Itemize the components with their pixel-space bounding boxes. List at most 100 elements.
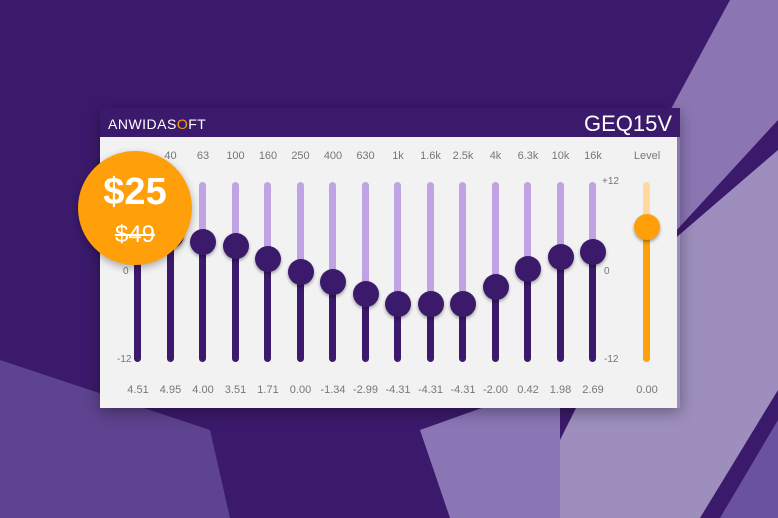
sale-price: $25 xyxy=(103,171,167,213)
band-slider-630[interactable]: 630 -2.99 xyxy=(346,137,386,408)
level-knob[interactable] xyxy=(634,214,660,240)
band-track-lower xyxy=(491,287,499,362)
band-track-lower xyxy=(329,282,336,362)
band-track-lower xyxy=(589,251,596,362)
band-slider-2.5k[interactable]: 2.5k -4.31 xyxy=(443,137,483,408)
level-slider[interactable]: Level 0.00 xyxy=(627,137,667,408)
band-slider-400[interactable]: 400 -1.34 xyxy=(313,137,353,408)
band-track-upper xyxy=(589,182,596,252)
band-knob[interactable] xyxy=(482,274,509,300)
band-gain-value: 4.95 xyxy=(159,384,182,396)
band-frequency-label: 2.5k xyxy=(452,150,474,162)
band-track-lower xyxy=(394,304,401,362)
band-knob[interactable] xyxy=(385,291,411,318)
band-frequency-label: 16k xyxy=(584,150,602,162)
band-track-lower xyxy=(134,238,141,362)
band-track-lower xyxy=(524,268,531,362)
band-track-lower xyxy=(199,242,206,362)
band-track-upper xyxy=(491,182,499,287)
header-bar: ANWIDASOFT GEQ15V xyxy=(100,108,680,137)
scale-bottom-label-left: -12 xyxy=(117,354,132,365)
level-track-lower xyxy=(643,227,650,362)
band-knob[interactable] xyxy=(547,244,574,271)
band-frequency-label: 63 xyxy=(196,150,210,162)
band-slider-63[interactable]: 63 4.00 xyxy=(183,137,223,408)
band-slider-100[interactable]: 100 3.51 xyxy=(216,137,256,408)
band-track-upper xyxy=(329,182,336,283)
band-slider-250[interactable]: 250 0.00 xyxy=(281,137,321,408)
equalizer-panel: ANWIDASOFT GEQ15V +12 0 -12 0 -12 Level … xyxy=(100,108,680,408)
band-knob[interactable] xyxy=(352,281,379,308)
scale-top-label: +12 xyxy=(602,176,619,187)
band-slider-6.3k[interactable]: 6.3k 0.42 xyxy=(508,137,548,408)
band-frequency-label: 6.3k xyxy=(517,150,539,162)
band-track-upper xyxy=(296,182,304,272)
band-gain-value: 3.51 xyxy=(224,384,247,396)
band-gain-value: 0.00 xyxy=(289,384,312,396)
band-frequency-label: 1.6k xyxy=(420,150,441,162)
band-gain-value: -2.99 xyxy=(352,384,379,396)
band-track-lower xyxy=(231,245,239,362)
band-track-upper xyxy=(231,182,239,246)
band-slider-10k[interactable]: 10k 1.98 xyxy=(541,137,581,408)
band-frequency-label: 630 xyxy=(356,150,375,162)
band-track-lower xyxy=(459,304,466,362)
band-gain-value: -4.31 xyxy=(417,384,444,396)
band-track-lower xyxy=(361,294,369,362)
band-track-upper xyxy=(426,182,434,305)
band-gain-value: 1.71 xyxy=(257,384,279,396)
scale-mid-label: 0 xyxy=(604,266,610,277)
band-track-lower xyxy=(556,257,564,362)
band-track-lower xyxy=(166,234,174,362)
original-price: $49 xyxy=(114,221,156,248)
band-frequency-label: 1k xyxy=(392,150,404,162)
band-knob[interactable] xyxy=(222,232,249,259)
band-knob[interactable] xyxy=(417,291,444,318)
price-badge: $25 $49 xyxy=(78,151,192,265)
band-slider-4k[interactable]: 4k -2.00 xyxy=(476,137,516,408)
band-track-upper xyxy=(394,182,401,305)
band-knob[interactable] xyxy=(190,229,216,255)
band-slider-160[interactable]: 160 1.71 xyxy=(248,137,288,408)
band-knob[interactable] xyxy=(287,259,314,285)
band-gain-value: 4.51 xyxy=(127,384,149,396)
band-frequency-label: 250 xyxy=(291,150,310,162)
band-track-upper xyxy=(459,182,466,305)
scale-mid-label-left: 0 xyxy=(123,266,129,277)
band-knob[interactable] xyxy=(320,269,346,296)
scale-bottom-label: -12 xyxy=(604,354,619,365)
band-knob[interactable] xyxy=(515,255,541,282)
band-track-upper xyxy=(556,182,564,258)
band-frequency-label: 160 xyxy=(258,150,278,162)
band-slider-16k[interactable]: 16k 2.69 xyxy=(573,137,613,408)
band-knob[interactable] xyxy=(450,291,476,318)
band-track-lower xyxy=(296,272,304,362)
band-track-lower xyxy=(264,259,271,362)
level-value: 0.00 xyxy=(636,384,658,396)
band-gain-value: 0.42 xyxy=(517,384,539,396)
band-frequency-label: 400 xyxy=(323,150,343,162)
band-gain-value: 4.00 xyxy=(192,384,214,396)
band-knob[interactable] xyxy=(580,238,606,265)
band-gain-value: -4.31 xyxy=(450,384,476,396)
band-frequency-label: 40 xyxy=(164,150,177,162)
level-track-upper xyxy=(643,182,650,227)
band-track-upper xyxy=(264,182,271,260)
brand-logo: ANWIDASOFT xyxy=(108,116,207,132)
band-gain-value: -4.31 xyxy=(385,384,411,396)
band-frequency-label: 4k xyxy=(489,150,502,162)
model-name: GEQ15V xyxy=(583,111,672,136)
band-frequency-label: 10k xyxy=(551,150,570,162)
band-gain-value: 2.69 xyxy=(582,384,604,396)
band-gain-value: -2.00 xyxy=(482,384,509,396)
band-knob[interactable] xyxy=(255,246,281,273)
band-slider-1k[interactable]: 1k -4.31 xyxy=(378,137,418,408)
band-track-lower xyxy=(426,304,434,362)
band-gain-value: 1.98 xyxy=(549,384,572,396)
band-track-upper xyxy=(199,182,206,242)
band-gain-value: -1.34 xyxy=(320,384,346,396)
band-track-upper xyxy=(524,182,531,269)
band-frequency-label: 100 xyxy=(226,150,245,162)
level-label: Level xyxy=(633,150,661,162)
band-slider-1.6k[interactable]: 1.6k -4.31 xyxy=(411,137,451,408)
